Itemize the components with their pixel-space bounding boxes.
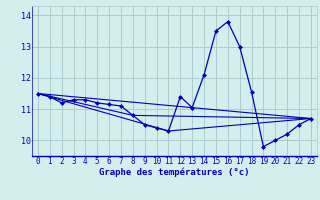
X-axis label: Graphe des températures (°c): Graphe des températures (°c) bbox=[99, 168, 250, 177]
